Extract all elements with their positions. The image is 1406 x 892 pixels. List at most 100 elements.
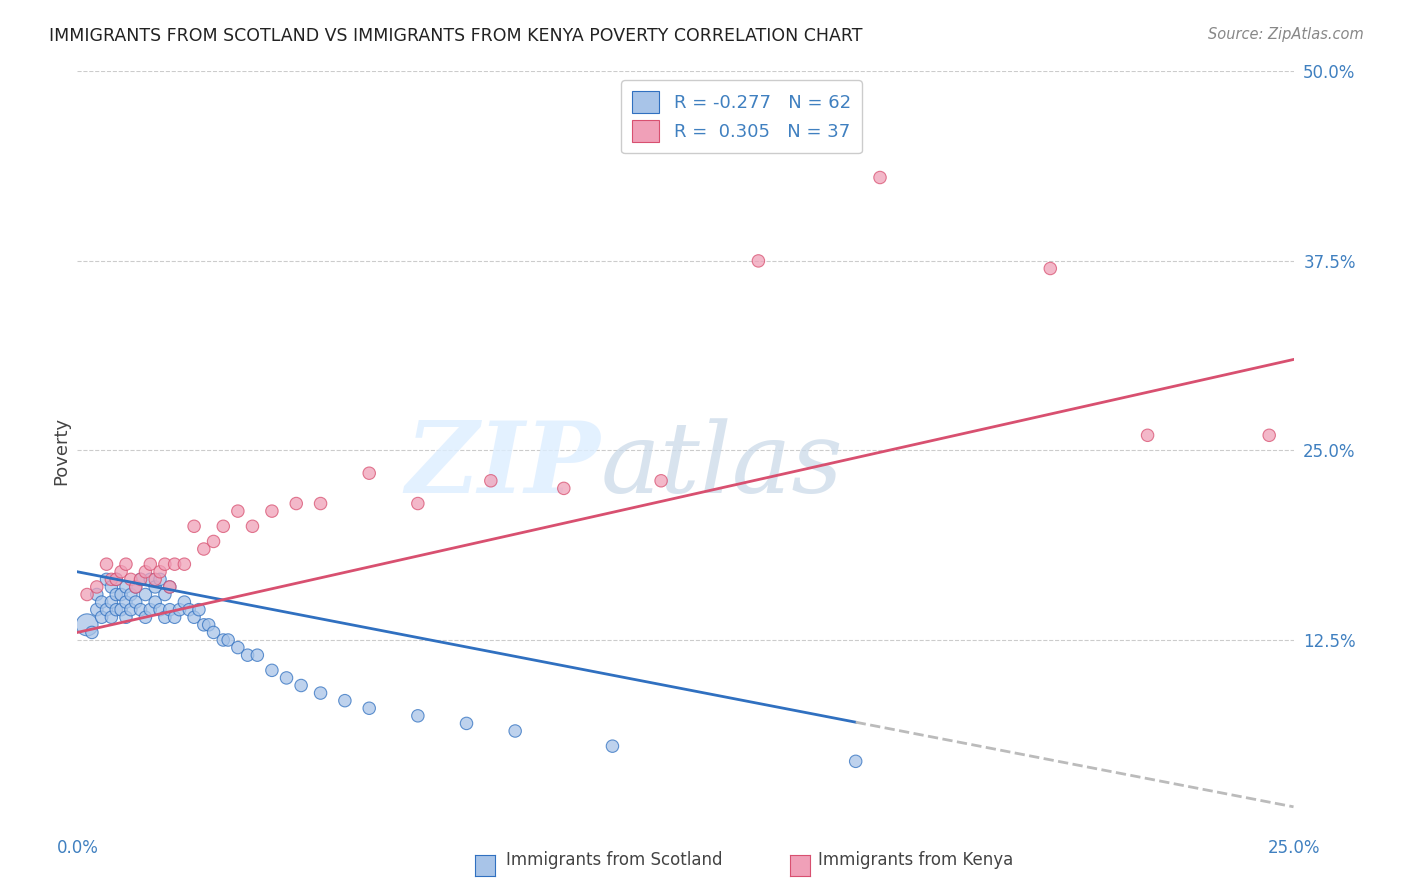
Point (110, 588, 132, 602)
Point (845, 755, 868, 769)
Point (125, 595, 148, 609)
Point (359, 701, 381, 715)
Point (96, 603, 118, 617)
Point (163, 557, 186, 572)
Point (309, 496, 332, 510)
Point (173, 557, 195, 572)
Point (212, 633, 235, 648)
Point (333, 694, 356, 708)
Point (602, 739, 624, 753)
Point (129, 573, 152, 587)
Point (290, 678, 312, 692)
Text: atlas: atlas (600, 418, 844, 513)
Point (217, 633, 239, 648)
Point (479, 474, 502, 488)
Point (134, 588, 156, 602)
Point (115, 557, 138, 572)
Point (163, 610, 186, 624)
Point (86, 603, 108, 617)
Text: Source: ZipAtlas.com: Source: ZipAtlas.com (1208, 27, 1364, 42)
Point (90, 595, 112, 609)
Point (193, 542, 215, 557)
Point (553, 482, 575, 496)
Point (110, 565, 132, 579)
Point (747, 253, 769, 268)
Point (129, 573, 152, 587)
Point (406, 708, 429, 723)
Point (143, 580, 166, 594)
Point (90, 610, 112, 624)
Point (120, 588, 142, 602)
Point (96, 557, 118, 572)
Point (153, 557, 176, 572)
Point (120, 573, 142, 587)
Point (125, 580, 148, 594)
Point (134, 610, 156, 624)
Point (406, 496, 429, 510)
Point (650, 474, 672, 488)
Point (149, 603, 172, 617)
Point (143, 595, 166, 609)
Point (110, 603, 132, 617)
Point (105, 573, 128, 587)
Point (139, 573, 162, 587)
Point (183, 519, 205, 533)
Point (456, 716, 478, 731)
Point (869, 170, 891, 185)
Point (188, 603, 211, 617)
Point (236, 648, 259, 662)
Point (202, 625, 225, 640)
Point (173, 595, 195, 609)
Point (153, 588, 176, 602)
Text: Immigrants from Kenya: Immigrants from Kenya (818, 851, 1014, 869)
Point (179, 603, 201, 617)
Point (80, 625, 103, 640)
Point (276, 671, 298, 685)
Point (100, 610, 122, 624)
Point (105, 573, 128, 587)
Point (159, 603, 181, 617)
Legend: R = -0.277   N = 62, R =  0.305   N = 37: R = -0.277 N = 62, R = 0.305 N = 37 (621, 80, 862, 153)
Point (1258, 428, 1281, 442)
Point (503, 724, 526, 739)
Point (76, 588, 98, 602)
Point (260, 504, 283, 518)
Point (100, 595, 122, 609)
Point (183, 610, 205, 624)
Point (226, 504, 249, 518)
Point (202, 534, 225, 549)
Point (226, 640, 249, 655)
Point (115, 595, 138, 609)
Point (105, 588, 128, 602)
Point (159, 580, 181, 594)
Point (105, 603, 128, 617)
Point (129, 603, 152, 617)
Point (125, 580, 148, 594)
Point (120, 603, 142, 617)
Point (86, 580, 108, 594)
Point (100, 580, 122, 594)
Point (197, 617, 219, 632)
Point (159, 580, 181, 594)
Point (100, 573, 122, 587)
Point (139, 557, 162, 572)
Point (1136, 428, 1159, 442)
Point (149, 573, 172, 587)
Point (309, 686, 332, 700)
Point (86, 588, 108, 602)
Point (212, 519, 235, 533)
Point (139, 603, 162, 617)
Point (149, 565, 172, 579)
Point (260, 664, 283, 678)
Point (359, 467, 381, 481)
Y-axis label: Poverty: Poverty (52, 417, 70, 484)
Point (153, 610, 176, 624)
Point (115, 610, 138, 624)
Text: Immigrants from Scotland: Immigrants from Scotland (506, 851, 723, 869)
Point (76, 617, 98, 632)
Text: ZIP: ZIP (405, 417, 600, 514)
Text: IMMIGRANTS FROM SCOTLAND VS IMMIGRANTS FROM KENYA POVERTY CORRELATION CHART: IMMIGRANTS FROM SCOTLAND VS IMMIGRANTS F… (49, 27, 863, 45)
Point (285, 496, 308, 510)
Point (143, 573, 166, 587)
Point (246, 648, 269, 662)
